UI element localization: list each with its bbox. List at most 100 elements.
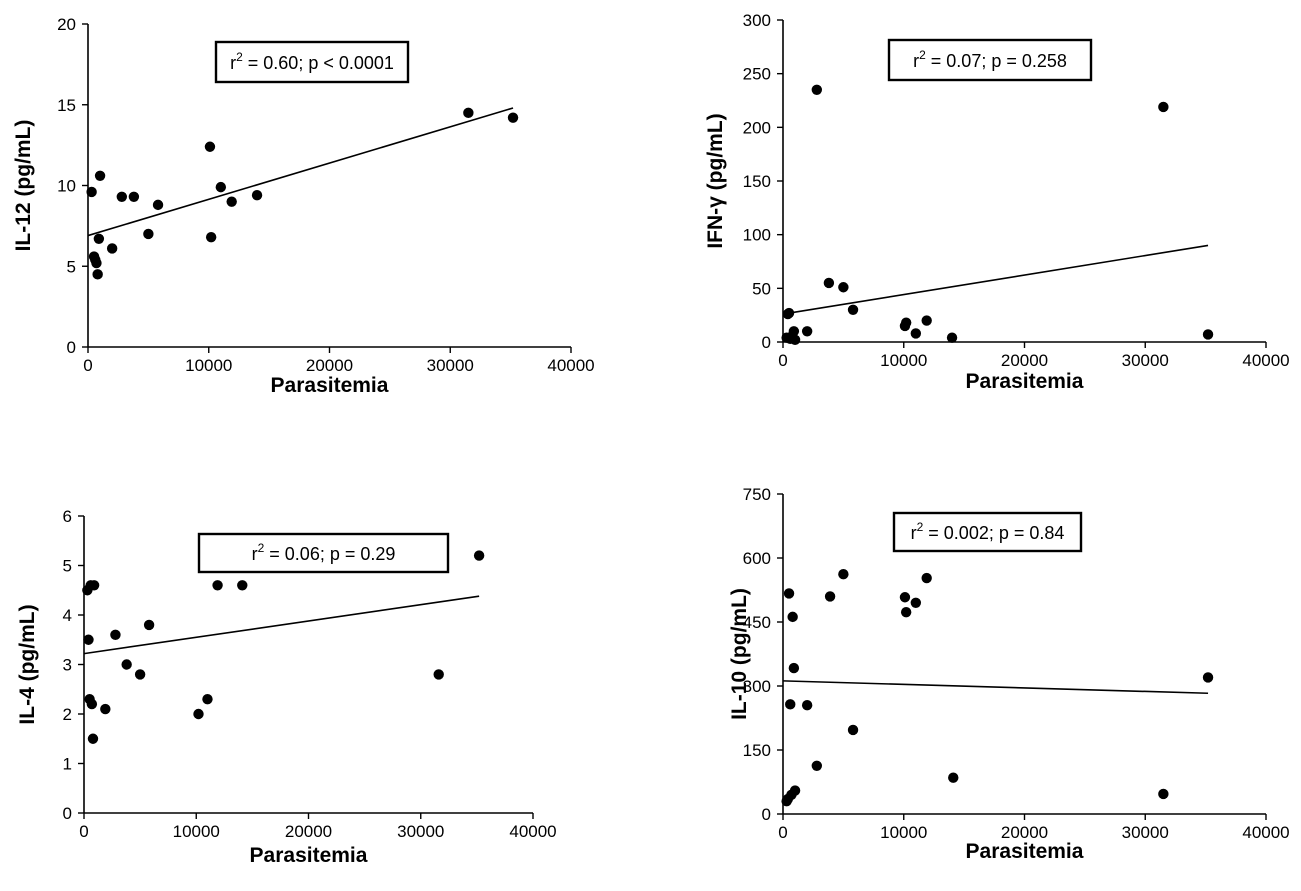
data-point — [100, 703, 111, 715]
regression-line — [87, 107, 514, 237]
x-tick-label: 20000 — [306, 356, 353, 375]
data-point — [1158, 101, 1169, 113]
data-point — [91, 257, 102, 269]
panel-il10: 0 10000 20000 30000 40000 0 150 300 450 600 750 Par… — [728, 485, 1290, 863]
x-tick-label: 40000 — [547, 356, 594, 375]
data-point — [1158, 788, 1169, 800]
data-point — [783, 588, 795, 599]
stats-annotation-box — [887, 38, 1093, 82]
stats-prefix: r — [252, 544, 258, 564]
x-tick-label: 30000 — [397, 822, 444, 841]
y-tick-label: 150 — [743, 741, 771, 760]
x-tick-label: 30000 — [1122, 351, 1169, 370]
data-point — [433, 669, 444, 680]
y-tick-label: 0 — [63, 804, 72, 823]
panel-il4: 0 10000 20000 30000 40000 0 1 2 3 4 5 6 Parasitemia I… — [16, 507, 557, 867]
y-tick-label: 0 — [762, 333, 771, 352]
data-point — [811, 760, 823, 771]
data-point — [237, 580, 248, 591]
data-point — [152, 199, 164, 211]
x-tick-label: 40000 — [509, 822, 556, 841]
x-tick-label: 10000 — [185, 356, 232, 375]
y-tick-label: 150 — [743, 172, 771, 191]
stats-superscript: 2 — [258, 541, 265, 555]
data-point — [88, 580, 100, 591]
panel-il12: 0 10000 20000 30000 40000 0 5 10 15 20 Parasitemia… — [12, 15, 595, 397]
y-axis-title: IL-12 (pg/mL) — [12, 120, 35, 252]
data-point — [473, 550, 485, 561]
data-point — [847, 724, 859, 736]
regression-line — [782, 244, 1209, 315]
data-point — [193, 708, 204, 720]
data-point — [921, 572, 932, 584]
data-point — [110, 629, 121, 640]
x-axis-title: Parasitemia — [271, 374, 389, 397]
stats-annotation: r2 = 0.07; p = 0.258 — [913, 48, 1067, 71]
x-tick-label: 20000 — [1001, 823, 1048, 842]
data-point — [215, 181, 227, 193]
data-point — [86, 698, 98, 710]
data-point — [838, 282, 849, 293]
data-point — [251, 189, 263, 201]
data-point — [507, 112, 519, 123]
data-point — [204, 141, 216, 152]
x-axis-title: Parasitemia — [250, 844, 368, 867]
data-point — [946, 332, 958, 343]
y-tick-label: 5 — [67, 257, 76, 276]
panel-ifn-gamma: 0 10000 20000 30000 40000 0 50 100 150 200 250 300 P… — [704, 11, 1290, 393]
data-point — [838, 569, 849, 580]
data-point — [93, 233, 105, 244]
data-point — [1202, 329, 1214, 340]
x-tick-label: 0 — [83, 356, 92, 375]
stats-superscript: 2 — [917, 520, 924, 534]
data-point — [789, 334, 801, 346]
y-tick-label: 100 — [743, 226, 771, 245]
y-tick-label: 250 — [743, 65, 771, 84]
regression-line — [782, 680, 1209, 695]
data-point — [811, 84, 823, 95]
x-tick-label: 30000 — [1122, 823, 1169, 842]
y-tick-label: 450 — [743, 613, 771, 632]
data-point — [910, 328, 922, 339]
y-tick-label: 2 — [63, 705, 72, 724]
y-tick-label: 5 — [63, 557, 72, 576]
data-point — [463, 107, 474, 119]
y-tick-label: 15 — [57, 96, 76, 115]
data-point — [789, 785, 801, 796]
data-point — [121, 659, 132, 670]
y-tick-label: 3 — [63, 656, 72, 675]
data-point — [900, 317, 912, 328]
data-point — [801, 326, 813, 337]
data-point — [106, 243, 118, 254]
y-axis-title: IFN-γ (pg/mL) — [704, 113, 727, 248]
data-point — [92, 269, 103, 280]
y-tick-label: 50 — [752, 279, 771, 298]
stats-annotation: r2 = 0.002; p = 0.84 — [911, 520, 1065, 543]
stats-values: = 0.002; p = 0.84 — [923, 523, 1064, 543]
data-point — [921, 315, 932, 326]
data-point — [847, 304, 859, 315]
y-tick-label: 6 — [63, 507, 72, 526]
data-point — [134, 669, 146, 680]
data-point — [787, 611, 798, 623]
x-tick-label: 20000 — [1001, 351, 1048, 370]
y-tick-label: 10 — [57, 177, 76, 196]
data-point — [788, 326, 800, 337]
stats-values: = 0.07; p = 0.258 — [926, 51, 1067, 71]
x-tick-label: 30000 — [427, 356, 474, 375]
y-tick-label: 4 — [63, 606, 72, 625]
data-point — [83, 634, 94, 645]
data-point — [205, 231, 217, 243]
data-point — [143, 619, 155, 631]
data-point — [128, 191, 140, 203]
data-point — [783, 307, 795, 319]
y-tick-label: 750 — [743, 485, 771, 504]
y-axis-title: IL-10 (pg/mL) — [728, 588, 751, 720]
data-point — [948, 772, 959, 783]
stats-annotation: r2 = 0.60; p < 0.0001 — [230, 50, 394, 73]
y-axis-title: IL-4 (pg/mL) — [16, 604, 39, 724]
y-tick-label: 200 — [743, 118, 771, 137]
data-point — [1202, 672, 1214, 683]
data-point — [116, 191, 128, 203]
